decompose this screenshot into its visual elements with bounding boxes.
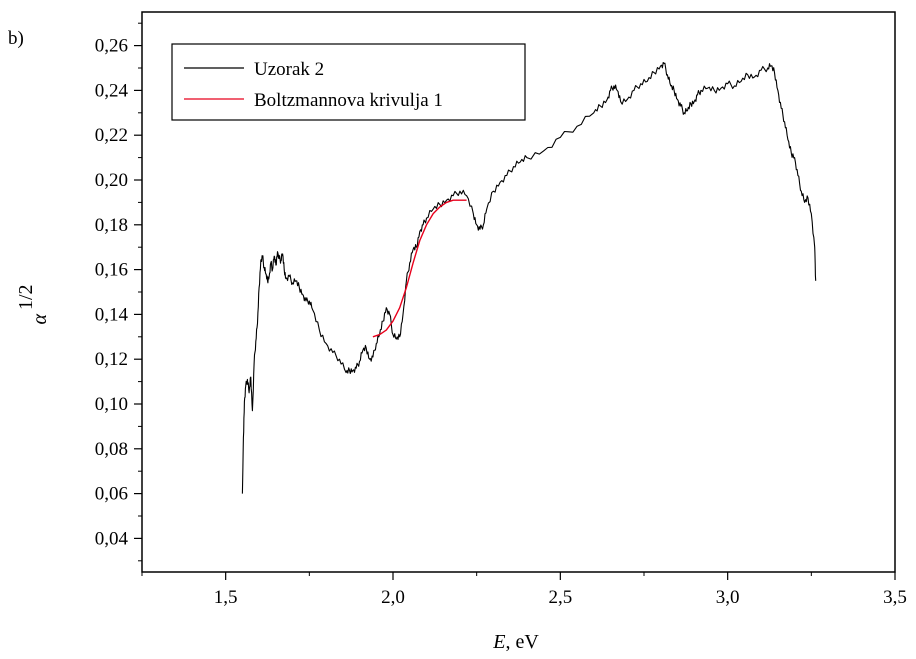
x-tick-label: 3,0 xyxy=(716,587,740,608)
x-tick-label: 1,5 xyxy=(214,587,238,608)
y-tick-label: 0,06 xyxy=(95,484,128,505)
x-tick-label: 2,5 xyxy=(548,587,572,608)
x-tick-label: 3,5 xyxy=(883,587,907,608)
legend-entry: Boltzmannova krivulja 1 xyxy=(254,90,443,111)
legend: Uzorak 2 Boltzmannova krivulja 1 xyxy=(171,43,526,121)
x-axis-title-unit: , eV xyxy=(505,631,539,653)
y-tick-label: 0,12 xyxy=(95,349,128,370)
y-tick-label: 0,26 xyxy=(95,36,128,57)
y-tick-label: 0,08 xyxy=(95,439,128,460)
y-axis: 0,04 0,06 0,08 0,10 0,12 0,14 0,16 0,18 0,20 0,22… xyxy=(95,22,142,562)
y-tick-label: 0,10 xyxy=(95,394,128,415)
series-line-boltzmann-fit xyxy=(372,199,467,338)
y-tick-label: 0,04 xyxy=(95,528,129,549)
y-axis-title-exponent: 1/2 xyxy=(15,284,37,310)
y-tick-label: 0,20 xyxy=(95,170,128,191)
legend-box xyxy=(171,43,526,121)
series-line-uzorak-2 xyxy=(241,61,817,494)
legend-entry: Uzorak 2 xyxy=(254,59,324,80)
y-tick-label: 0,24 xyxy=(95,80,129,101)
x-axis-title: E, eV xyxy=(492,631,539,653)
panel-label: b) xyxy=(8,28,24,49)
y-tick-label: 0,16 xyxy=(95,260,128,281)
y-tick-label: 0,18 xyxy=(95,215,128,236)
y-tick-label: 0,14 xyxy=(95,304,129,325)
y-axis-title-symbol: α xyxy=(29,314,51,325)
series-layer xyxy=(241,61,817,494)
x-tick-label: 2,0 xyxy=(381,587,405,608)
x-axis-title-symbol: E xyxy=(492,631,505,653)
y-tick-label: 0,22 xyxy=(95,125,128,146)
x-axis: 1,5 2,0 2,5 3,0 3,5 xyxy=(141,572,907,608)
y-axis-title: α 1/2 xyxy=(15,284,51,324)
